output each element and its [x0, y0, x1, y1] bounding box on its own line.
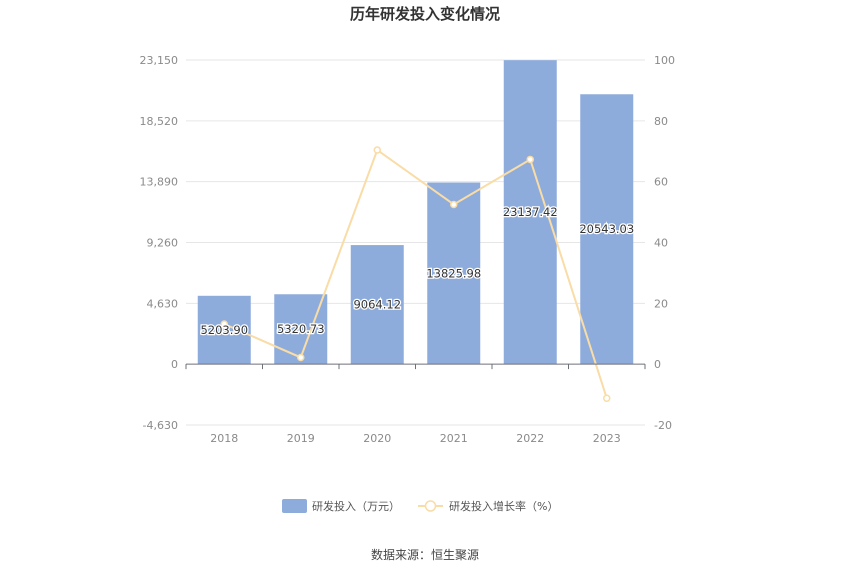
- left-y-tick-label: 23,150: [140, 54, 179, 67]
- bar-data-label: 5320.73: [277, 322, 325, 336]
- legend-line-marker: [424, 500, 437, 512]
- left-y-tick-label: 4,630: [147, 297, 179, 310]
- x-tick-label: 2020: [363, 432, 391, 445]
- source-note: 数据来源：恒生聚源: [371, 547, 479, 562]
- bar[interactable]: [274, 294, 328, 365]
- left-y-tick-label: 9,260: [147, 237, 179, 250]
- growth-rate-point[interactable]: [526, 155, 534, 164]
- bar-data-label: 23137.42: [503, 205, 558, 219]
- growth-rate-point[interactable]: [373, 146, 381, 154]
- bar-data-label: 20543.03: [579, 222, 634, 236]
- right-y-tick-label: -20: [654, 419, 672, 432]
- right-y-axis: -20 0 20 40 60 80 100: [654, 54, 675, 432]
- growth-rate-line: [223, 148, 608, 399]
- right-y-tick-label: 40: [654, 237, 668, 250]
- bar[interactable]: [197, 295, 251, 365]
- x-tick-label: 2022: [516, 432, 544, 445]
- right-y-tick-label: 80: [654, 115, 668, 128]
- grid-lines: [186, 59, 645, 426]
- line-series: [220, 146, 611, 402]
- x-tick-label: 2021: [440, 432, 468, 445]
- bar[interactable]: [427, 182, 481, 365]
- growth-rate-point[interactable]: [220, 320, 228, 328]
- bar[interactable]: [350, 245, 404, 365]
- left-y-tick-label: -4,630: [143, 419, 178, 432]
- right-y-tick-label: 20: [654, 297, 668, 310]
- left-y-tick-label: 18,520: [140, 115, 179, 128]
- right-y-tick-label: 100: [654, 54, 675, 67]
- bar-series: [197, 60, 634, 365]
- right-y-tick-label: 0: [654, 358, 661, 371]
- left-y-tick-label: 0: [171, 358, 178, 371]
- chart-title: 历年研发投入变化情况: [350, 5, 500, 23]
- growth-rate-point[interactable]: [297, 353, 305, 362]
- x-tick-label: 2023: [593, 432, 621, 445]
- growth-rate-point[interactable]: [603, 394, 611, 402]
- right-y-tick-label: 60: [654, 176, 668, 189]
- left-y-axis: -4,630 0 4,630 9,260 13,890 18,520 23,150: [140, 54, 179, 432]
- bar[interactable]: [580, 94, 634, 365]
- legend[interactable]: 研发投入（万元） 研发投入增长率（%）: [282, 499, 558, 513]
- bar-data-label: 5203.90: [200, 323, 248, 337]
- legend-bar-swatch: [282, 499, 307, 513]
- legend-bar-label: 研发投入（万元）: [312, 499, 400, 513]
- bar-data-label: 13825.98: [426, 266, 481, 280]
- left-y-tick-label: 13,890: [140, 176, 179, 189]
- x-tick-label: 2018: [210, 432, 238, 445]
- data-labels: 5203.90 5320.73 9064.12 13825.98 23137.42 205…: [199, 204, 635, 338]
- legend-line-label: 研发投入增长率（%）: [449, 499, 558, 513]
- x-tick-label: 2019: [287, 432, 315, 445]
- x-axis: 2018 2019 2020 2021 2022 2023: [185, 363, 646, 445]
- growth-rate-point[interactable]: [450, 200, 458, 209]
- bar-data-label: 9064.12: [353, 298, 401, 312]
